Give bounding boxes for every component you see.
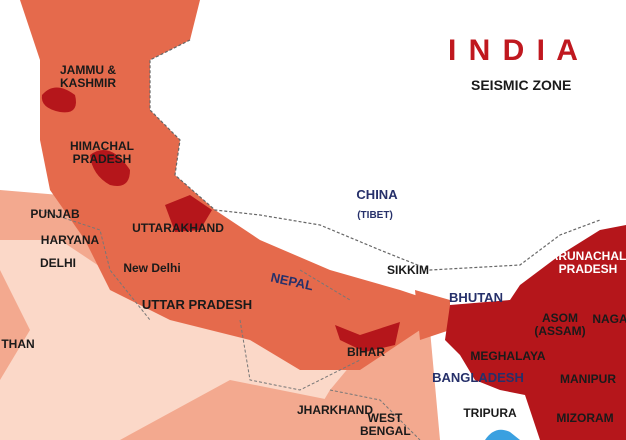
label-arunachal-pradesh: ARUNACHAL PRADESH (549, 249, 626, 276)
label-new-delhi: New Delhi (123, 261, 181, 275)
label-nagaland: NAGA (592, 312, 626, 326)
label-bangladesh: BANGLADESH (432, 370, 524, 385)
label-assam: ASOM (ASSAM) (534, 311, 586, 338)
label-sikkim: SIKKIM (387, 263, 429, 277)
label-manipur: MANIPUR (560, 372, 616, 386)
map-title: I N D I A (448, 34, 580, 67)
zone-iii-area-west (0, 270, 30, 380)
label-delhi: DELHI (40, 256, 76, 270)
label-punjab: PUNJAB (30, 207, 80, 221)
international-border (149, 39, 601, 271)
label-uttar-pradesh: UTTAR PRADESH (141, 297, 253, 312)
label-uttarakhand: UTTARAKHAND (132, 221, 224, 235)
label-jharkhand: JHARKHAND (296, 403, 374, 417)
zone-iii-area-south (120, 380, 330, 440)
label-west-bengal: WEST BENGAL (360, 411, 411, 438)
label-mizoram: MIZORAM (556, 411, 614, 425)
zone-v-uttarakhand (165, 195, 212, 232)
zone-iv-area-northeast (415, 290, 450, 340)
zone-v-kashmir (41, 87, 76, 113)
label-rajasthan: THAN (1, 337, 35, 351)
label-bhutan: BHUTAN (449, 290, 503, 305)
label-tripura: TRIPURA (463, 406, 517, 420)
label-tibet: (TIBET) (357, 210, 393, 221)
zone-v-bihar (335, 322, 400, 352)
label-himachal-pradesh: HIMACHAL PRADESH (70, 139, 134, 166)
state-borders (39, 209, 421, 440)
label-china: CHINA (356, 187, 398, 202)
zone-iv-area (20, 0, 430, 370)
zone-v-himachal (90, 150, 130, 186)
label-meghalaya: MEGHALAYA (470, 349, 546, 363)
map-subtitle: SEISMIC ZONE (471, 77, 572, 93)
label-jammu-kashmir: JAMMU & KASHMIR (60, 63, 116, 90)
zone-v-northeast (445, 225, 626, 440)
river (485, 429, 520, 440)
label-bihar: BIHAR (347, 345, 385, 359)
label-haryana: HARYANA (40, 233, 100, 247)
